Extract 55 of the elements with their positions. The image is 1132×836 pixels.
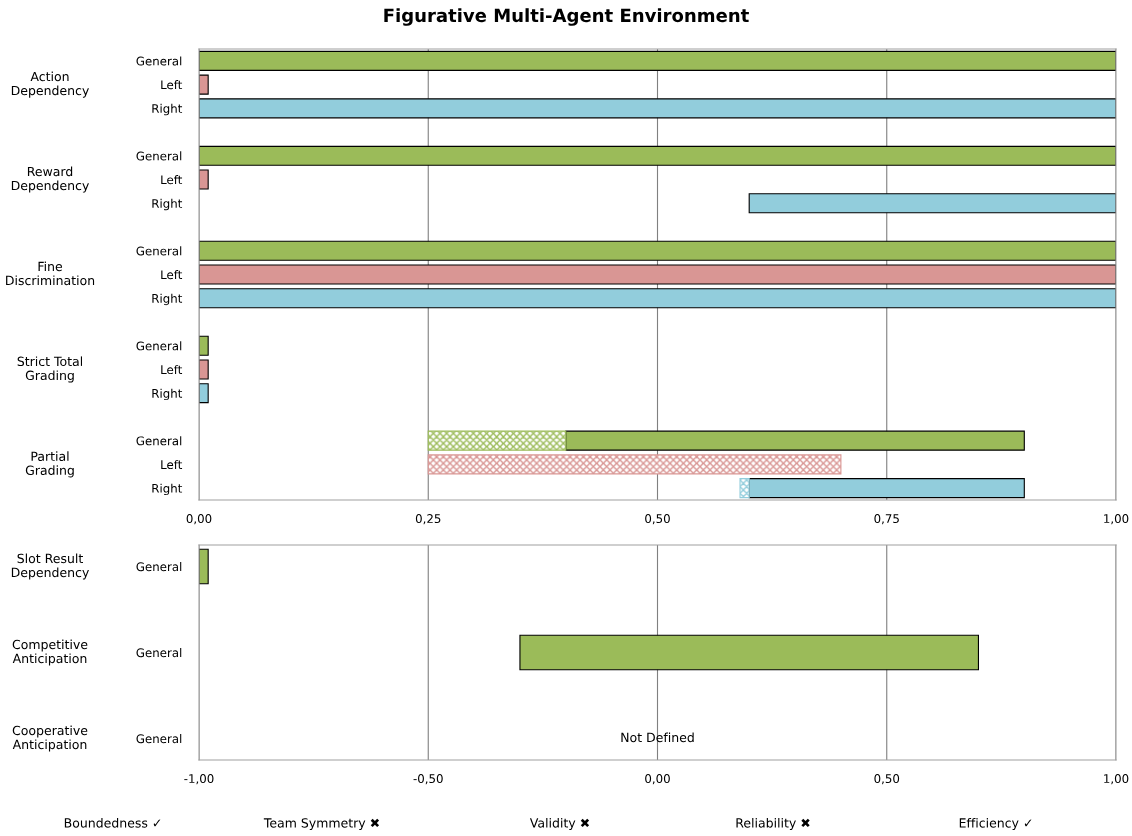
y-tick-label: General xyxy=(136,562,182,572)
x-tick-label: -1,00 xyxy=(184,774,214,785)
bar xyxy=(199,74,209,95)
x-tick-label: 1,00 xyxy=(1104,514,1129,525)
text: Slot Result Dependency xyxy=(11,553,89,580)
x-tick-label: 0,25 xyxy=(415,514,441,525)
y-tick-label: Left xyxy=(161,80,183,90)
text: Reward Dependency xyxy=(11,166,89,193)
x-tick-label: 0,50 xyxy=(645,514,670,525)
y-tick-label: General xyxy=(136,436,182,446)
y-tick-label: General xyxy=(136,341,182,351)
text: Strict Total Grading xyxy=(17,356,83,383)
y-tick-label: Right xyxy=(152,198,183,211)
text: Fine Discrimination xyxy=(6,261,95,286)
bar xyxy=(199,383,209,404)
annotation: Not Defined xyxy=(621,732,694,743)
y-tick-label: Left xyxy=(161,270,183,280)
text: Reliability ✖ xyxy=(736,817,810,831)
text: Action Dependency xyxy=(11,71,89,98)
chart-title: Figurative Multi-Agent Environment xyxy=(384,8,749,26)
bar xyxy=(427,454,842,475)
bar xyxy=(199,169,209,190)
y-tick-label: Right xyxy=(152,483,183,496)
bar xyxy=(199,240,1116,261)
x-tick-label: 0,75 xyxy=(874,514,899,525)
text: Partial Grading xyxy=(25,451,74,478)
y-tick-label: General xyxy=(136,246,182,256)
y-tick-label: Right xyxy=(152,388,183,401)
text: Validity ✖ xyxy=(529,817,590,831)
bar xyxy=(199,335,209,356)
y-tick-label: Right xyxy=(152,293,183,306)
y-tick-label: General xyxy=(136,56,182,66)
y-tick-label: Left xyxy=(161,364,183,375)
x-tick-label: 1,00 xyxy=(1104,774,1129,785)
bar xyxy=(199,264,1116,285)
y-tick-label: General xyxy=(136,734,182,744)
text: Team Symmetry ✖ xyxy=(263,818,380,831)
x-tick-label: -0,50 xyxy=(413,774,443,785)
y-tick-label: Left xyxy=(161,459,183,470)
bar xyxy=(199,145,1116,166)
text: Boundedness ✓ xyxy=(64,817,161,828)
text: Competitive Anticipation xyxy=(12,639,88,666)
y-tick-label: General xyxy=(136,151,182,161)
bar xyxy=(199,288,1116,309)
text: Efficiency ✓ xyxy=(959,817,1032,831)
bar xyxy=(199,359,209,380)
y-tick-label: General xyxy=(136,648,182,658)
y-tick-label: Left xyxy=(161,175,183,185)
x-tick-label: 0,00 xyxy=(186,514,212,525)
x-tick-label: 0,50 xyxy=(874,774,900,785)
bar xyxy=(748,193,1116,214)
text: Cooperative Anticipation xyxy=(12,725,88,752)
y-tick-label: Right xyxy=(152,103,183,116)
bar xyxy=(199,98,1116,119)
x-tick-label: 0,00 xyxy=(645,774,670,785)
